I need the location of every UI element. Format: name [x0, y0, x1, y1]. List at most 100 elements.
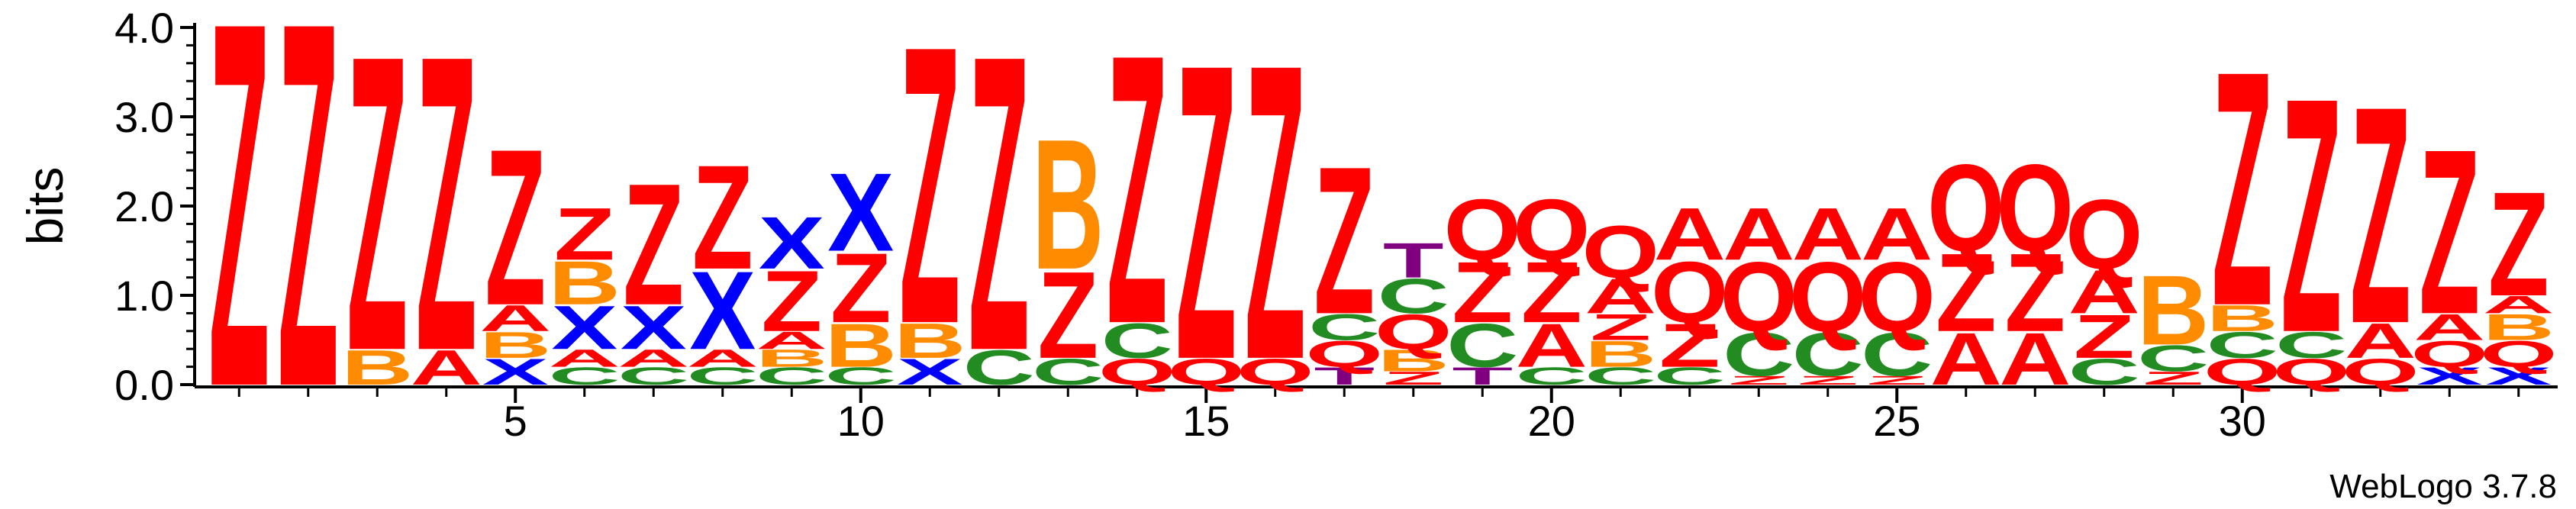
- glyph-Z-pos-20: Z: [1521, 243, 1582, 340]
- glyph-A-pos-9: A: [756, 327, 827, 354]
- glyph-A-pos-32: A: [2345, 313, 2416, 369]
- x-tick-label: 5: [504, 397, 527, 445]
- glyph-B-pos-9: B: [756, 345, 827, 372]
- glyph-C-pos-6: C: [549, 362, 621, 390]
- glyph-X-pos-33: X: [2416, 362, 2483, 390]
- glyph-B-pos-21: B: [1585, 333, 1656, 375]
- glyph-C-pos-18: C: [1378, 269, 1449, 324]
- glyph-X-pos-6: X: [551, 294, 617, 362]
- glyph-C-pos-31: C: [2275, 324, 2347, 366]
- glyph-Q-pos-24: Q: [1789, 241, 1866, 353]
- glyph-B-pos-34: B: [2483, 306, 2555, 347]
- glyph-C-pos-10: C: [825, 362, 897, 390]
- position-stack-26: AZQ: [1927, 140, 2004, 401]
- glyph-Z-pos-19: Z: [1452, 243, 1513, 340]
- glyph-Z-pos-7: Z: [623, 148, 684, 342]
- glyph-Q-pos-20: Q: [1513, 181, 1590, 278]
- glyph-Z-pos-8: Z: [692, 135, 753, 301]
- glyph-A-pos-26: A: [1930, 318, 2002, 401]
- y-tick-label: 0.0: [114, 361, 174, 409]
- glyph-A-pos-5: A: [479, 298, 551, 339]
- glyph-T-pos-17: T: [1314, 362, 1375, 390]
- glyph-Q-pos-28: Q: [2065, 179, 2142, 290]
- position-stack-16: QZ: [1236, 0, 1314, 448]
- glyph-B-pos-5: B: [479, 324, 551, 366]
- glyph-X-pos-5: X: [482, 351, 549, 392]
- glyph-C-pos-24: C: [1792, 321, 1864, 389]
- position-stack-14: QCZ: [1098, 0, 1175, 404]
- glyph-Q-pos-33: Q: [2411, 333, 2488, 375]
- glyph-Z-pos-11: Z: [899, 0, 960, 407]
- x-tick-label: 20: [1528, 397, 1575, 445]
- glyph-Q-pos-25: Q: [1859, 241, 1936, 353]
- glyph-C-pos-25: C: [1861, 321, 1933, 389]
- glyph-X-pos-10: X: [827, 151, 894, 275]
- glyph-Z-pos-24: Z: [1797, 373, 1859, 387]
- glyph-Z-pos-34: Z: [2488, 162, 2549, 327]
- y-axis-label: bits: [17, 167, 73, 246]
- glyph-Z-pos-21: Z: [1590, 306, 1651, 347]
- glyph-Z-pos-14: Z: [1107, 0, 1168, 404]
- glyph-A-pos-7: A: [617, 345, 689, 372]
- glyph-Z-pos-25: Z: [1866, 373, 1927, 387]
- glyph-Z-pos-29: Z: [2142, 368, 2204, 388]
- glyph-Z-pos-10: Z: [830, 232, 891, 343]
- glyph-C-pos-17: C: [1308, 306, 1380, 347]
- glyph-Q-pos-15: Q: [1168, 351, 1245, 392]
- glyph-Z-pos-26: Z: [1936, 231, 1997, 356]
- glyph-Z-pos-4: Z: [416, 0, 477, 440]
- position-stack-1: Z: [208, 0, 269, 496]
- position-stack-13: CZB: [1032, 101, 1104, 392]
- glyph-Z-pos-17: Z: [1314, 122, 1375, 358]
- glyph-B-pos-30: B: [2207, 298, 2278, 339]
- glyph-Z-pos-3: Z: [347, 0, 408, 440]
- glyph-B-pos-11: B: [894, 313, 966, 369]
- glyph-A-pos-8: A: [687, 345, 759, 372]
- x-tick-label: 15: [1182, 397, 1230, 445]
- glyph-Z-pos-30: Z: [2212, 2, 2273, 376]
- glyph-Z-pos-33: Z: [2419, 101, 2480, 364]
- glyph-A-pos-21: A: [1585, 269, 1656, 324]
- glyph-C-pos-21: C: [1585, 362, 1656, 390]
- y-tick-label: 2.0: [114, 182, 174, 230]
- glyph-Z-pos-5: Z: [485, 102, 546, 352]
- position-stack-27: AZQ: [1997, 140, 2074, 401]
- glyph-Q-pos-31: Q: [2273, 351, 2350, 392]
- glyph-Z-pos-31: Z: [2281, 28, 2342, 403]
- position-stack-12: CZ: [963, 0, 1035, 440]
- glyph-Q-pos-22: Q: [1651, 243, 1728, 340]
- glyph-B-pos-6: B: [549, 249, 621, 317]
- glyph-C-pos-19: C: [1446, 311, 1518, 380]
- glyph-C-pos-14: C: [1101, 313, 1173, 369]
- glyph-X-pos-9: X: [759, 202, 825, 285]
- axes: 0.0 1.0 2.0 3.0 4.0 5 10 15 20 25 30: [114, 4, 2558, 445]
- glyph-C-pos-23: C: [1723, 321, 1794, 389]
- position-stack-11: XBZ: [894, 0, 966, 407]
- glyph-C-pos-20: C: [1516, 362, 1588, 390]
- glyph-B-pos-13: B: [1032, 101, 1104, 308]
- glyph-A-pos-34: A: [2483, 291, 2555, 318]
- glyph-A-pos-24: A: [1792, 193, 1864, 275]
- position-stack-2: Z: [278, 0, 339, 496]
- y-tick-label: 1.0: [114, 272, 174, 320]
- glyph-T-pos-19: T: [1452, 362, 1513, 390]
- glyph-B-pos-29: B: [2137, 255, 2209, 366]
- glyph-Q-pos-27: Q: [1997, 140, 2074, 278]
- y-tick-label: 3.0: [114, 93, 174, 141]
- glyph-B-pos-10: B: [825, 311, 897, 380]
- glyph-Z-pos-18: Z: [1383, 368, 1444, 388]
- glyph-Z-pos-28: Z: [2074, 302, 2135, 371]
- glyph-Q-pos-30: Q: [2204, 351, 2281, 392]
- glyph-X-pos-11: X: [897, 351, 963, 392]
- glyph-C-pos-13: C: [1032, 351, 1104, 392]
- glyph-A-pos-6: A: [549, 345, 621, 372]
- glyph-C-pos-29: C: [2137, 337, 2209, 379]
